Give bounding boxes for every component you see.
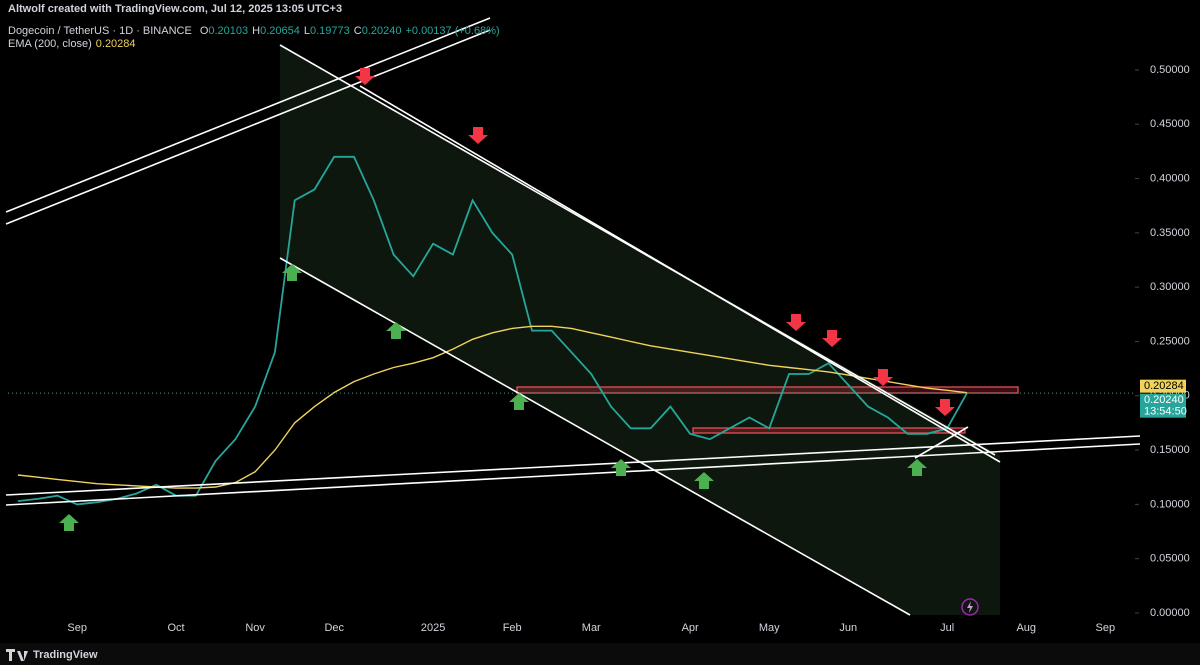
trendline: [5, 443, 1141, 506]
tv-logo: [6, 649, 28, 661]
down-arrow: [786, 314, 806, 331]
trendline: [279, 44, 996, 456]
red-arrows: [355, 68, 955, 416]
trendline: [5, 17, 491, 213]
x-tick-label: Jun: [839, 622, 857, 634]
trendline: [359, 85, 1001, 463]
countdown-label: 13:54:50: [1144, 406, 1187, 418]
brand: TradingView: [33, 649, 98, 661]
support-zone: [692, 427, 966, 434]
x-tick-label: Nov: [245, 622, 265, 634]
up-arrow: [611, 459, 631, 476]
symbol-name: Dogecoin / TetherUS · 1D · BINANCE: [8, 25, 192, 37]
indicator-value: 0.20284: [96, 38, 136, 50]
x-tick-label: 2025: [421, 622, 445, 634]
series-line: [17, 325, 967, 489]
up-arrow: [386, 322, 406, 339]
up-arrow: [694, 472, 714, 489]
indicator-name: EMA (200, close): [8, 38, 92, 50]
alert-icon[interactable]: [961, 598, 979, 616]
ohlc-key: L: [304, 25, 310, 37]
ema-price-label: 0.20284: [1144, 380, 1184, 392]
y-tick-label: 0.10000: [1150, 498, 1190, 510]
indicator-label: EMA (200, close) 0.20284: [8, 38, 136, 50]
y-tick-label: 0.15000: [1150, 444, 1190, 456]
y-tick-label: 0.05000: [1150, 553, 1190, 565]
down-arrow: [355, 68, 375, 85]
ohlc-value: 0.20103: [208, 25, 248, 37]
author-line: Altwolf created with TradingView.com, Ju…: [8, 3, 342, 15]
trendline: [5, 435, 1141, 496]
up-arrow: [282, 264, 302, 281]
ohlc-key: C: [354, 25, 362, 37]
change: +0.00137 (+0.68%): [405, 25, 499, 37]
ohlc-value: 0.20654: [260, 25, 300, 37]
x-tick-label: Sep: [1096, 622, 1116, 634]
x-tick-label: Apr: [682, 622, 699, 634]
down-arrow: [822, 330, 842, 347]
y-tick-label: 0.30000: [1150, 281, 1190, 293]
ohlc-value: 0.19773: [310, 25, 350, 37]
x-tick-label: Oct: [167, 622, 184, 634]
alert-icon-bolt: [967, 601, 973, 613]
footer-bar: [0, 643, 1200, 665]
green-arrows: [59, 264, 927, 531]
down-arrow: [873, 369, 893, 386]
down-arrow: [935, 399, 955, 416]
ema-price-box: [1140, 379, 1186, 393]
up-arrow: [907, 459, 927, 476]
close-price-box: [1140, 393, 1186, 418]
y-tick-label: 0.40000: [1150, 172, 1190, 184]
channel-fill: [280, 45, 1000, 615]
legend: Dogecoin / TetherUS · 1D · BINANCE O0.201…: [8, 25, 500, 50]
ohlc-key: O: [200, 25, 209, 37]
x-tick-label: Aug: [1016, 622, 1036, 634]
up-arrow: [59, 514, 79, 531]
ohlc-key: H: [252, 25, 260, 37]
ohlc-value: 0.20240: [362, 25, 402, 37]
resistance-zone: [516, 386, 1019, 394]
x-tick-label: May: [759, 622, 780, 634]
y-tick-label: 0.45000: [1150, 118, 1190, 130]
x-tick-label: Feb: [503, 622, 522, 634]
x-tick-label: Mar: [582, 622, 601, 634]
y-tick-label: 0.00000: [1150, 607, 1190, 619]
up-arrow: [509, 393, 529, 410]
y-tick-label: 0.35000: [1150, 227, 1190, 239]
x-tick-label: Sep: [67, 622, 87, 634]
down-arrow: [468, 127, 488, 144]
trendline: [5, 29, 491, 225]
x-tick-label: Jul: [940, 622, 954, 634]
y-tick-label: 0.50000: [1150, 64, 1190, 76]
trendline: [279, 257, 911, 616]
y-tick-label: 0.25000: [1150, 335, 1190, 347]
trendline: [914, 426, 969, 459]
close-price-label: 0.20240: [1144, 394, 1184, 406]
trendlines: [5, 17, 1141, 616]
x-tick-label: Dec: [324, 622, 344, 634]
symbol-label: Dogecoin / TetherUS · 1D · BINANCE O0.201…: [8, 25, 500, 37]
